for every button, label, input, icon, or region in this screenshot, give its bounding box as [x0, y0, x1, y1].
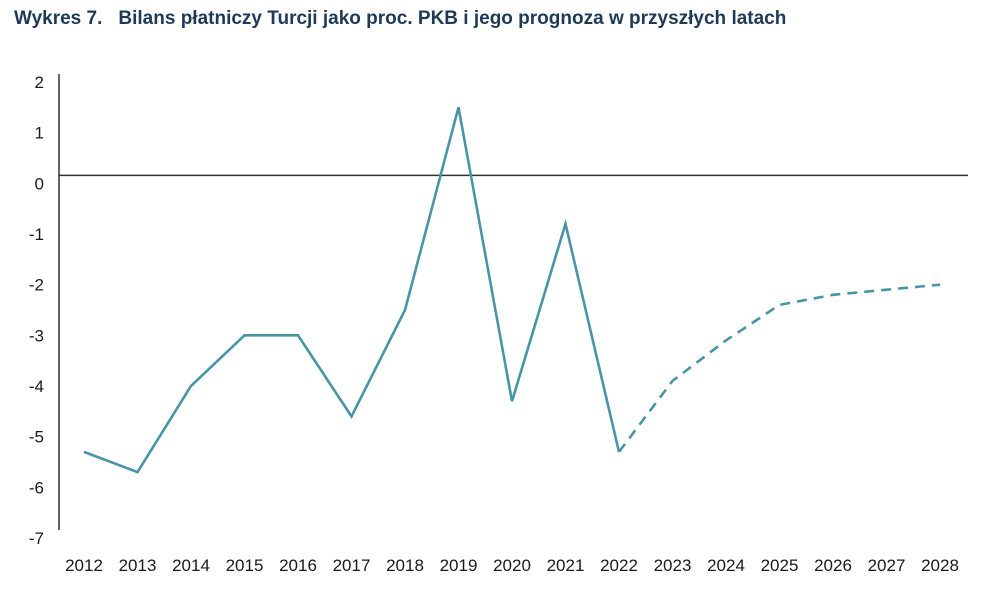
chart-title-text: Bilans płatniczy Turcji jako proc. PKB i…	[118, 8, 787, 29]
x-tick-label: 2022	[600, 556, 638, 575]
x-tick-label: 2016	[279, 556, 317, 575]
historical-series-line	[83, 106, 621, 474]
y-tick-label: 1	[35, 124, 44, 143]
forecast-series-line	[617, 283, 941, 453]
x-tick-label: 2015	[226, 556, 264, 575]
y-tick-label: -5	[29, 428, 44, 447]
x-tick-label: 2013	[119, 556, 157, 575]
x-tick-label: 2026	[814, 556, 852, 575]
y-tick-label: 2	[35, 73, 44, 92]
x-axis-ticks: 2012 2013 2014 2015 2016 2017 2018 2019 2020 2021…	[65, 556, 959, 575]
x-tick-label: 2023	[654, 556, 692, 575]
x-tick-label: 2021	[547, 556, 585, 575]
x-tick-label: 2014	[172, 556, 210, 575]
x-tick-label: 2020	[493, 556, 531, 575]
x-tick-label: 2025	[761, 556, 799, 575]
y-tick-label: -4	[29, 377, 44, 396]
x-tick-label: 2019	[440, 556, 478, 575]
x-tick-label: 2028	[921, 556, 959, 575]
x-tick-label: 2017	[333, 556, 371, 575]
y-tick-label: -6	[29, 478, 44, 497]
x-tick-label: 2012	[65, 556, 103, 575]
series-group	[83, 106, 941, 474]
y-axis-ticks: 2 1 0 -1 -2 -3 -4 -5 -6 -7	[29, 73, 44, 548]
x-tick-label: 2024	[707, 556, 745, 575]
y-tick-label: -1	[29, 225, 44, 244]
x-tick-label: 2027	[868, 556, 906, 575]
y-tick-label: -3	[29, 326, 44, 345]
chart-title-label: Wykres 7.	[14, 8, 103, 29]
y-tick-label: 0	[35, 174, 44, 193]
x-tick-label: 2018	[386, 556, 424, 575]
y-tick-label: -2	[29, 276, 44, 295]
chart-title: Wykres 7. Bilans płatniczy Turcji jako pr…	[14, 8, 974, 30]
y-tick-label: -7	[29, 529, 44, 548]
